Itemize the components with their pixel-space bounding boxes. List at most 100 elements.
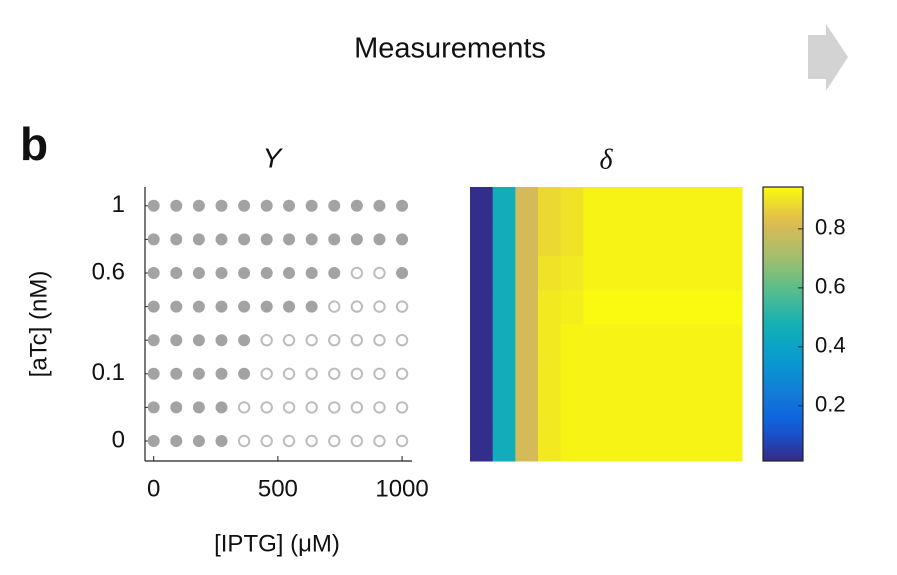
heatmap-cell (492, 187, 516, 222)
heatmap-cell (470, 358, 494, 393)
heatmap-cell (606, 324, 630, 359)
colorbar-tick-label: 0.4 (815, 333, 846, 358)
heatmap-cell (560, 426, 584, 462)
filled-dot (215, 367, 228, 380)
heatmap-cell (628, 289, 652, 325)
filled-dot (147, 401, 160, 414)
filled-dot (192, 233, 205, 246)
filled-dot (283, 233, 296, 246)
hollow-dot (373, 266, 386, 280)
filled-dot (260, 233, 273, 246)
hollow-dot (395, 334, 409, 347)
heatmap-cell (538, 392, 562, 428)
heatmap-cell (583, 426, 607, 462)
filled-dot (192, 199, 205, 212)
heatmap-cell (719, 255, 743, 291)
heatmap-cell (470, 324, 494, 359)
heatmap-cell (470, 255, 494, 291)
x-axis-label: [IPTG] (μM) (214, 530, 340, 557)
hollow-dot (395, 300, 409, 313)
filled-dot (170, 401, 183, 414)
colorbar-tick-label: 0.6 (815, 274, 846, 299)
heatmap-cell (696, 221, 720, 256)
colorbar-tick-label: 0.2 (815, 392, 846, 417)
filled-dot (215, 199, 228, 212)
filled-dot (238, 300, 251, 313)
heatmap-cell (538, 426, 562, 462)
heatmap-cell (515, 324, 539, 359)
filled-dot (350, 233, 363, 246)
hollow-dot (350, 334, 364, 347)
hollow-dot (328, 401, 341, 414)
heatmap-cell (696, 289, 720, 325)
heatmap-cell (583, 392, 607, 428)
heatmap-cell (628, 392, 652, 428)
hollow-dot (373, 434, 386, 448)
hollow-dot (260, 334, 273, 347)
heatmap-cell (606, 392, 630, 428)
heatmap-cell (674, 255, 698, 291)
heatmap-cell (719, 324, 743, 359)
heatmap-cell (538, 221, 562, 256)
heatmap-cell (719, 289, 743, 325)
hollow-dot (395, 401, 409, 414)
hollow-dot (282, 334, 296, 347)
heatmap-cell (492, 392, 516, 428)
hollow-dot (237, 401, 251, 414)
heatmap-cell (583, 221, 607, 256)
hollow-dot (373, 300, 386, 313)
y-tick-label: 0.1 (92, 359, 125, 386)
heatmap-cell (696, 255, 720, 291)
plot-title: δ (599, 144, 613, 175)
panel-label: b (20, 118, 48, 170)
filled-dot (396, 233, 409, 246)
hollow-dot (328, 300, 341, 313)
heatmap-cell (674, 187, 698, 222)
plot-title: Y (263, 142, 284, 173)
heatmap-cell (719, 221, 743, 256)
filled-dot (283, 267, 296, 279)
filled-dot (238, 267, 251, 279)
heatmap-cell (538, 289, 562, 325)
heatmap-cell (560, 358, 584, 393)
heatmap-cell (560, 324, 584, 359)
heatmap-cell (719, 187, 743, 222)
hollow-dot (260, 434, 273, 448)
heatmap-cell (515, 426, 539, 462)
heatmap-cell (606, 358, 630, 393)
filled-dot (147, 233, 160, 246)
filled-dot (283, 300, 296, 313)
filled-dot (170, 367, 183, 380)
filled-dot (373, 233, 386, 246)
hollow-dot (373, 401, 386, 414)
filled-dot (328, 267, 341, 279)
heatmap-cell (674, 289, 698, 325)
heatmap-cell (651, 221, 675, 256)
y-tick-label: 0.6 (92, 258, 125, 285)
arrow (808, 24, 848, 91)
heatmap-cell (651, 289, 675, 325)
hollow-dot (237, 434, 251, 448)
heatmap-cell (583, 324, 607, 359)
filled-dot (215, 300, 228, 313)
filled-dot (238, 334, 251, 347)
heatmap-cell (628, 426, 652, 462)
filled-dot (215, 233, 228, 246)
heatmap-cell (515, 255, 539, 291)
filled-dot (305, 300, 318, 313)
filled-dot (260, 199, 273, 212)
filled-dot (170, 233, 183, 246)
heatmap-cell (515, 187, 539, 222)
heatmap-cell (538, 358, 562, 393)
heatmap-cell (492, 221, 516, 256)
hollow-dot (305, 401, 318, 414)
heatmap-cell (515, 392, 539, 428)
filled-dot (192, 435, 205, 447)
heatmap-cell (583, 289, 607, 325)
heatmap-cell (583, 255, 607, 291)
filled-dot (192, 401, 205, 414)
hollow-dot (328, 367, 341, 380)
y-tick-label: 1 (112, 191, 125, 218)
colorbar (762, 186, 804, 462)
x-tick-label: 1000 (375, 475, 428, 502)
